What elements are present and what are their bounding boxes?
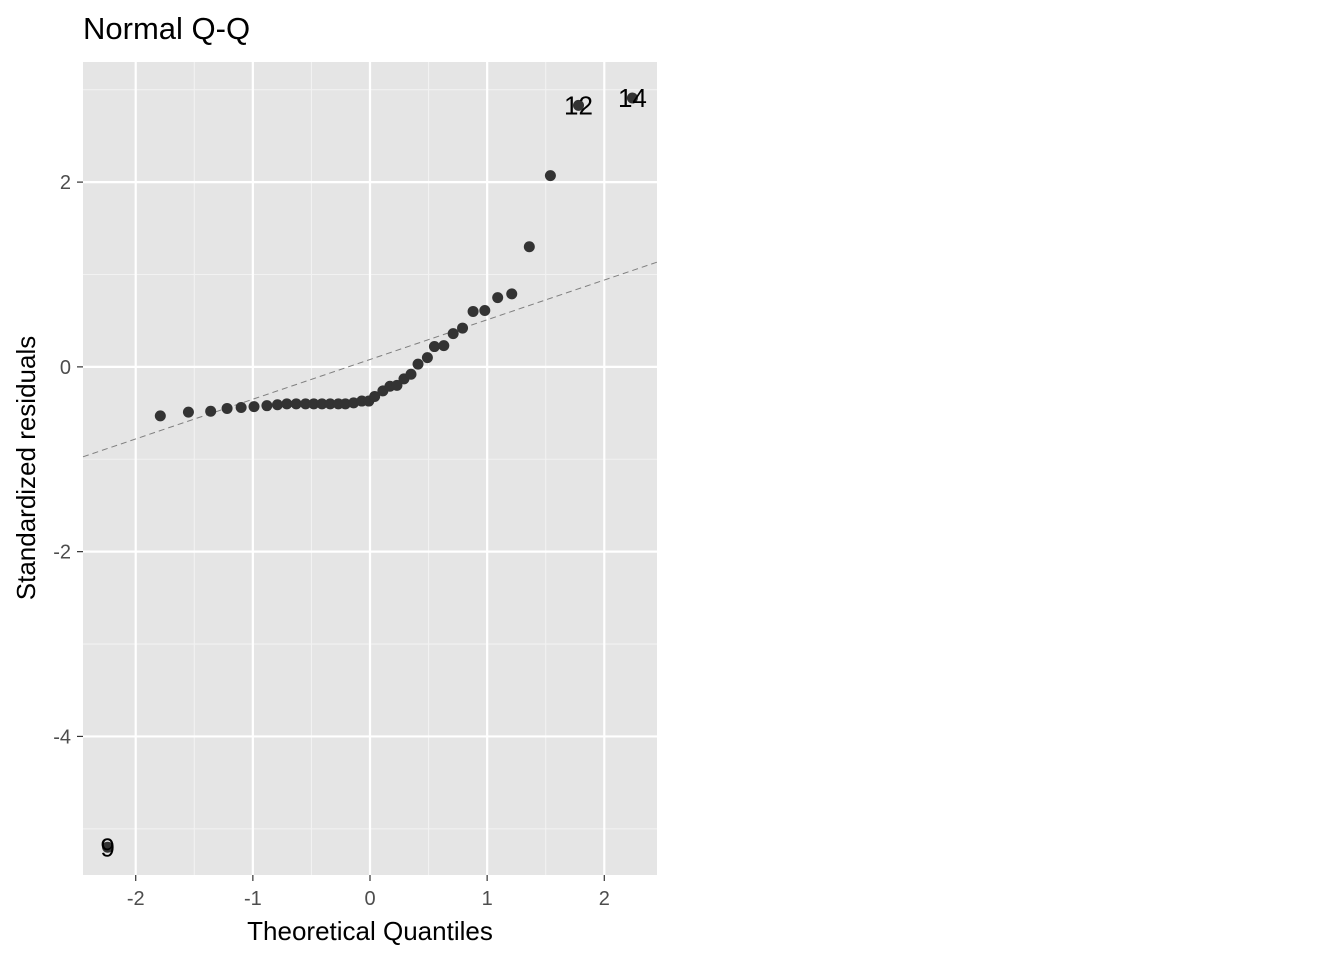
point-labels: 9 12 14 (100, 83, 646, 862)
x-tick-label: -1 (244, 888, 262, 910)
data-point (339, 398, 351, 410)
reference-line-group (82, 261, 658, 458)
data-point (102, 841, 114, 853)
data-point (300, 398, 312, 410)
data-point (182, 406, 194, 418)
point-label: 12 (564, 90, 593, 120)
data-point (290, 398, 302, 410)
data-point (205, 405, 217, 417)
x-tick-label: 2 (599, 888, 610, 910)
x-tick-label: 1 (482, 888, 493, 910)
x-tick-label: -2 (127, 888, 145, 910)
data-point (369, 390, 381, 402)
data-point (154, 410, 166, 422)
y-tick-label: 2 (60, 172, 71, 194)
x-axis-ticks: -2 -1 0 1 2 (127, 875, 610, 910)
data-points (102, 92, 638, 853)
data-point (438, 340, 450, 352)
data-point (544, 170, 556, 182)
y-tick-label: -4 (53, 726, 71, 748)
data-point (479, 305, 491, 317)
data-point (506, 288, 518, 300)
data-point (447, 328, 459, 340)
data-point (221, 402, 233, 414)
y-axis-ticks: -4 -2 0 2 (53, 172, 83, 748)
data-point (428, 341, 440, 353)
data-point (492, 292, 504, 304)
y-axis-title: Standardized residuals (11, 336, 41, 601)
data-point (457, 322, 469, 334)
data-point (573, 99, 585, 111)
chart-title: Normal Q-Q (83, 11, 250, 46)
point-label: 14 (618, 83, 647, 113)
data-point (421, 352, 433, 364)
data-point (261, 400, 273, 412)
data-point (391, 379, 403, 391)
data-point (523, 241, 535, 253)
data-point (324, 398, 336, 410)
major-gridlines (83, 62, 657, 875)
reference-line (82, 261, 658, 458)
data-point (348, 397, 360, 409)
data-point (626, 92, 638, 104)
x-axis-title: Theoretical Quantiles (247, 916, 493, 946)
y-tick-label: -2 (53, 542, 71, 564)
data-point (316, 398, 328, 410)
data-point (248, 401, 260, 413)
point-label: 9 (100, 832, 114, 862)
data-point (467, 305, 479, 317)
data-point (412, 358, 424, 370)
data-point (235, 402, 247, 414)
x-tick-label: 0 (364, 888, 375, 910)
data-point (271, 399, 283, 411)
data-point (308, 398, 320, 410)
y-tick-label: 0 (60, 357, 71, 379)
data-point (405, 368, 417, 380)
data-point (281, 398, 293, 410)
